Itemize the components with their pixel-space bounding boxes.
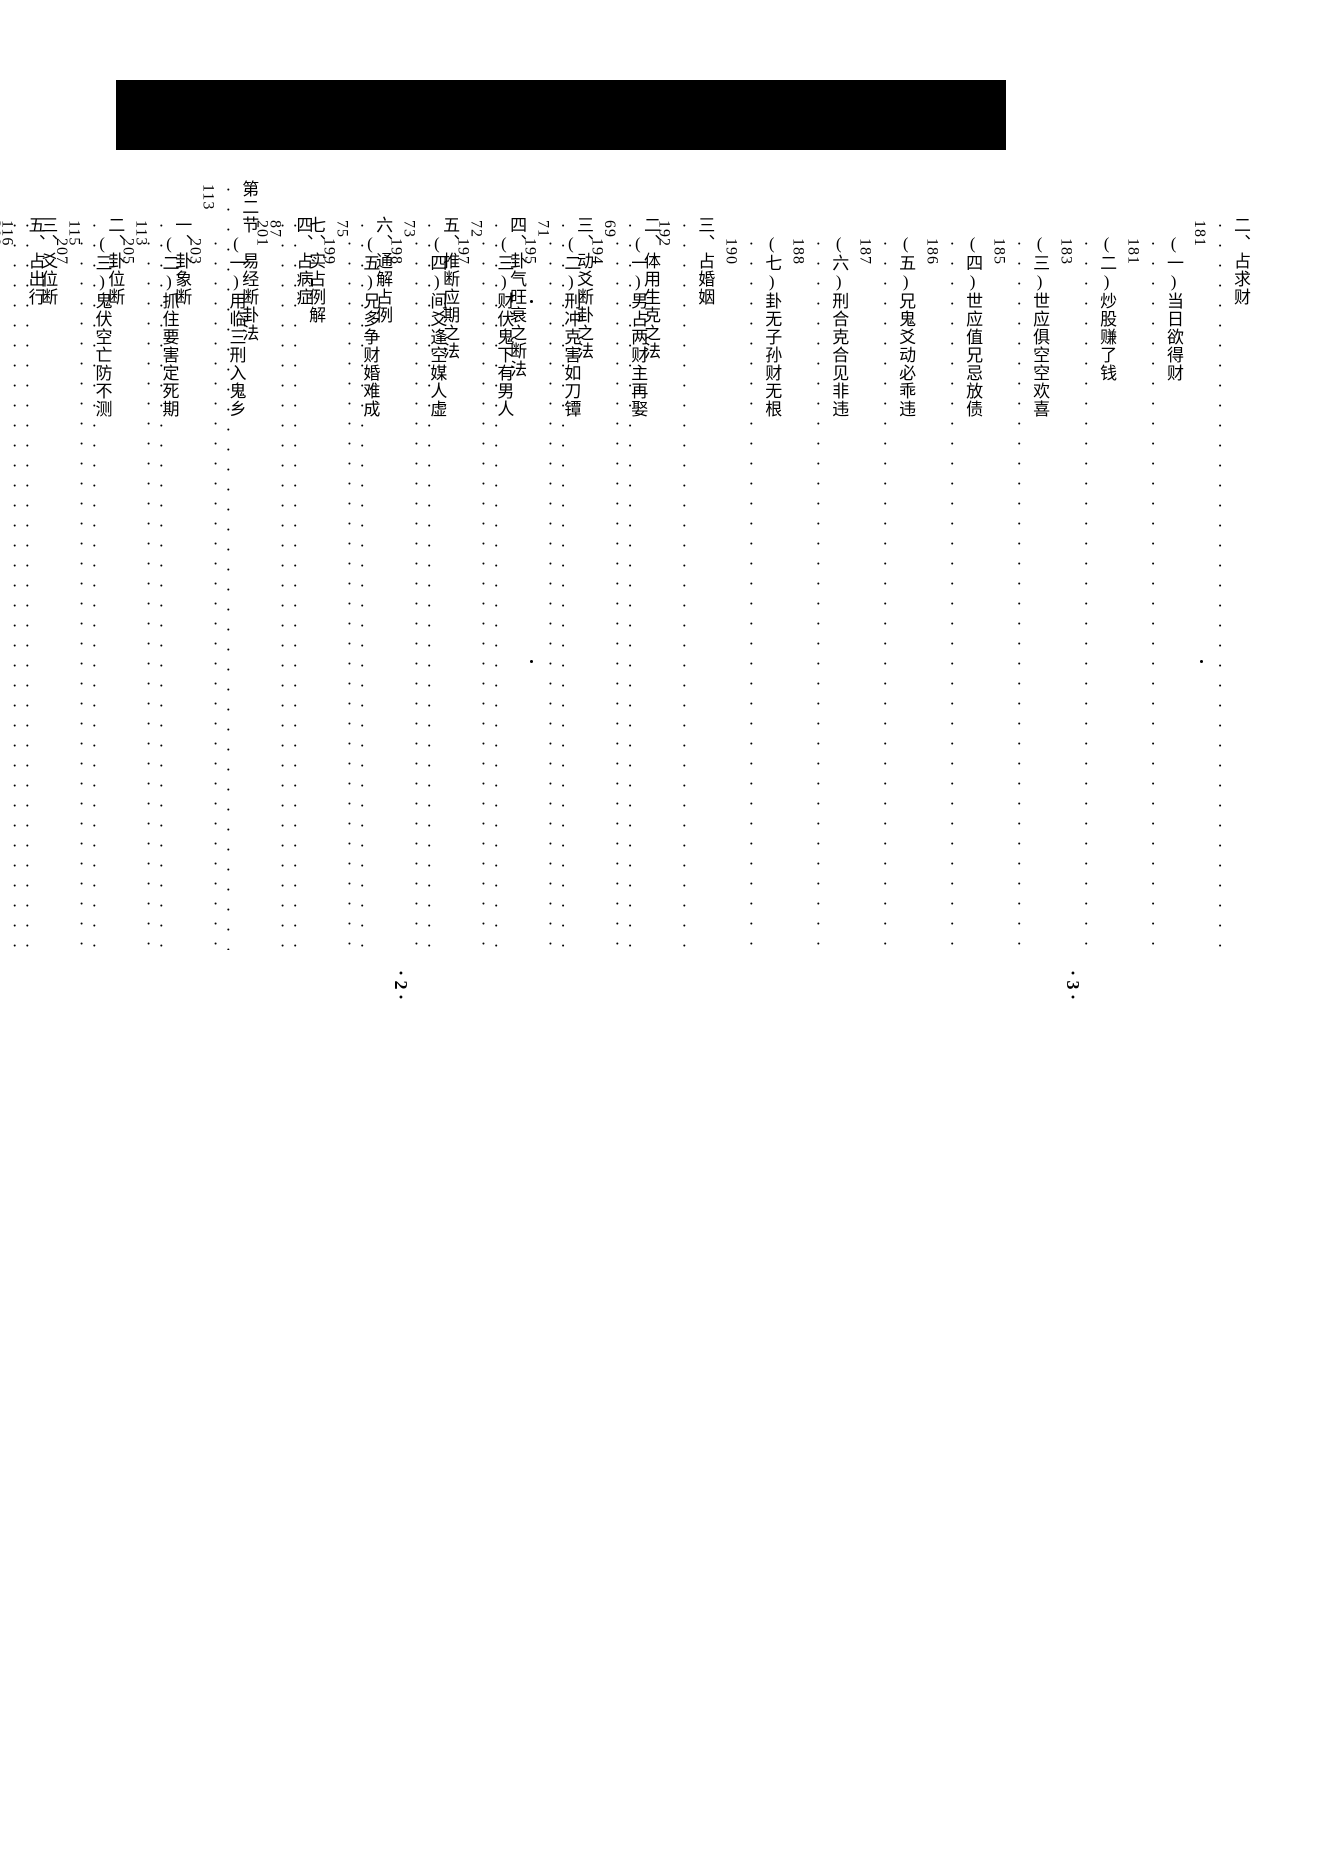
toc-leader-dots: ········································… (205, 234, 225, 950)
toc-leader-dots: ········································… (272, 216, 292, 950)
toc-entry-page: 194 (587, 234, 606, 950)
toc-entry-page: 181 (1123, 234, 1142, 950)
page-number-left: · 2 · (390, 970, 411, 1000)
toc-leader-dots: ········································… (339, 234, 359, 950)
toc-entry: (二)炒股赚了钱································… (1056, 180, 1116, 950)
toc-leader-dots: ········································… (1142, 234, 1162, 950)
toc-entry-page: 195 (520, 234, 539, 950)
noise-speckle (530, 660, 533, 663)
toc-entry: 二、占求财···································… (1190, 180, 1250, 950)
toc-entry-text: 五、占出行 (24, 216, 44, 950)
toc-leader-dots: ········································… (673, 216, 693, 950)
toc-entry-page: 197 (453, 234, 472, 950)
toc-entry-text: (三)鬼伏空亡防不测 (91, 234, 111, 950)
page-number-right: · 3 · (1062, 970, 1083, 1000)
toc-leader-dots: ········································… (1075, 234, 1095, 950)
toc-entry-text: (二)刑冲克害如刀镡 (560, 234, 580, 950)
toc-entry: (六)刑合克合见非违······························… (788, 180, 848, 950)
toc-entry-page: 181 (1190, 216, 1209, 950)
toc-leader-dots: ········································… (1209, 216, 1229, 950)
toc-entry: (五)兄多争财婚难成······························… (319, 180, 379, 950)
toc-entry-page: 183 (1056, 234, 1075, 950)
toc-entry: (一)当日欲得财································… (1123, 180, 1183, 950)
toc-leader-dots: ········································… (540, 234, 560, 950)
noise-speckle (530, 300, 533, 303)
toc-entry: (三)世应俱空空欢喜······························… (989, 180, 1049, 950)
toc-entry-text: (三)世应俱空空欢喜 (1029, 234, 1049, 950)
toc-entry-page: 192 (654, 216, 673, 950)
toc-entry-text: (二)抓住要害定死期 (158, 234, 178, 950)
toc-entry-page: 201 (252, 216, 271, 950)
toc-entry-text: 三、占婚姻 (694, 216, 714, 950)
toc-entry-page: 187 (855, 234, 874, 950)
toc-leader-dots: ········································… (941, 234, 961, 950)
toc-leader-dots: ········································… (874, 234, 894, 950)
toc-wrapper: 二、体用生克之法································… (100, 180, 1230, 950)
toc-entry-page: 207 (52, 234, 71, 950)
toc-entry-page: 198 (386, 234, 405, 950)
toc-entry-page: 203 (186, 234, 205, 950)
toc-leader-dots: ········································… (1008, 234, 1028, 950)
toc-leader-dots: ········································… (607, 234, 627, 950)
toc-entry-text: (七)卦无子孙财无根 (761, 234, 781, 950)
toc-entry: 三、占婚姻···································… (654, 180, 714, 950)
toc-entry-text: (一)用临三刑入鬼乡 (225, 234, 245, 950)
toc-entry: (三)财伏鬼下有男人······························… (453, 180, 513, 950)
toc-entry-page: 185 (989, 234, 1008, 950)
toc-entry-text: (六)刑合克合见非违 (828, 234, 848, 950)
toc-entry-page: 209 (0, 216, 4, 950)
toc-entry-text: (一)当日欲得财 (1163, 234, 1183, 950)
toc-entry: 五、占出行···································… (0, 180, 45, 950)
toc-entry: 四、占病症···································… (252, 180, 312, 950)
toc-entry-text: (五)兄多争财婚难成 (359, 234, 379, 950)
toc-entry-text: (一)男占两财主再娶 (627, 234, 647, 950)
toc-leader-dots: ········································… (71, 234, 91, 950)
toc-leader-dots: ········································… (138, 234, 158, 950)
toc-leader-dots: ········································… (740, 234, 760, 950)
toc-entry: (二)抓住要害定死期······························… (119, 180, 179, 950)
toc-entry-text: (四)世应值兄忌放债 (962, 234, 982, 950)
toc-entry: (三)鬼伏空亡防不测······························… (52, 180, 112, 950)
black-header-bar (116, 80, 1006, 150)
toc-entry-page: 205 (119, 234, 138, 950)
toc-entry-text: 四、占病症 (292, 216, 312, 950)
toc-entry: (四)世应值兄忌放债······························… (922, 180, 982, 950)
toc-entry-text: (三)财伏鬼下有男人 (493, 234, 513, 950)
noise-speckle (1200, 660, 1203, 663)
toc-entry: (二)刑冲克害如刀镡······························… (520, 180, 580, 950)
toc-leader-dots: ········································… (473, 234, 493, 950)
toc-entry-text: (二)炒股赚了钱 (1096, 234, 1116, 950)
toc-entry: (七)卦无子孙财无根······························… (721, 180, 781, 950)
toc-entry: (五)兄鬼爻动必乖违······························… (855, 180, 915, 950)
toc-entry-page: 188 (788, 234, 807, 950)
toc-entry-page: 190 (721, 234, 740, 950)
toc-entry-page: 186 (922, 234, 941, 950)
toc-entry-text: 二、占求财 (1230, 216, 1250, 950)
toc-entry: (一)用临三刑入鬼乡······························… (186, 180, 246, 950)
toc-entry-page: 199 (319, 234, 338, 950)
toc-column-right: 二、占求财···································… (780, 180, 1250, 950)
toc-entry: (四)间爻逢空媒人虚······························… (386, 180, 446, 950)
toc-leader-dots: ········································… (4, 216, 24, 950)
toc-leader-dots: ········································… (406, 234, 426, 950)
toc-entry-text: (五)兄鬼爻动必乖违 (895, 234, 915, 950)
toc-entry-text: (四)间爻逢空媒人虚 (426, 234, 446, 950)
toc-entry: (一)男占两财主再娶······························… (587, 180, 647, 950)
toc-leader-dots: ········································… (807, 234, 827, 950)
